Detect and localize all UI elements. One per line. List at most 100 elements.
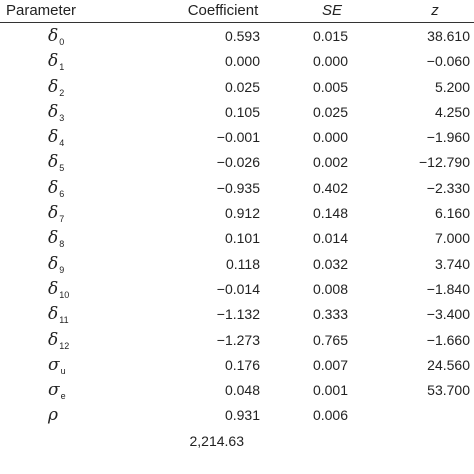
parameter-symbol: δ11 [48, 305, 88, 329]
parameter-symbol: σu [48, 356, 88, 380]
table-row: δ8 0.101 0.014 7.000 [0, 225, 474, 250]
table-row: δ2 0.025 0.005 5.200 [0, 74, 474, 99]
coefficient-cell: −0.001 [216, 129, 260, 146]
parameter-symbol: δ0 [48, 27, 88, 51]
parameter-symbol-main: δ [48, 304, 59, 325]
z-cell: 53.700 [427, 382, 470, 399]
parameter-symbol-main: δ [48, 203, 59, 224]
header-coefficient: Coefficient [187, 2, 259, 19]
z-cell: −1.960 [426, 129, 470, 146]
parameter-subscript: 10 [59, 289, 70, 300]
coefficient-cell: −0.026 [216, 154, 260, 171]
table-row: δ1 0.000 0.000 −0.060 [0, 48, 474, 73]
se-cell: 0.002 [312, 154, 348, 171]
coefficient-cell: 0.931 [224, 407, 260, 424]
parameter-subscript: 7 [59, 214, 65, 225]
z-cell: −1.840 [426, 280, 470, 297]
table-row: δ5 −0.026 0.002 −12.790 [0, 149, 474, 174]
se-cell: 0.402 [312, 179, 348, 196]
table-row: δ10 −0.014 0.008 −1.840 [0, 276, 474, 301]
parameter-subscript: 5 [59, 163, 65, 174]
parameter-symbol: δ3 [48, 103, 88, 127]
coefficient-cell: −0.935 [216, 179, 260, 196]
se-cell: 0.333 [312, 306, 348, 323]
header-rule [0, 22, 474, 23]
parameter-symbol: ρ [48, 406, 88, 430]
parameter-symbol-main: δ [48, 278, 59, 299]
coefficient-cell: 0.105 [224, 103, 260, 120]
z-cell: −0.060 [426, 53, 470, 70]
coefficient-cell: 0.118 [226, 255, 260, 272]
table-row: δ6 −0.935 0.402 −2.330 [0, 175, 474, 200]
parameter-symbol: δ2 [48, 78, 88, 102]
parameter-subscript: 11 [59, 315, 69, 326]
parameter-symbol-main: σ [48, 354, 60, 375]
parameter-symbol-main: δ [48, 329, 59, 350]
coefficient-cell: −1.132 [216, 306, 260, 323]
se-cell: 0.765 [312, 331, 348, 348]
parameter-symbol-main: δ [48, 228, 59, 249]
se-cell: 0.006 [312, 407, 348, 424]
parameter-symbol: δ1 [48, 52, 88, 76]
parameter-subscript: 8 [59, 239, 65, 250]
table-row: σe 0.048 0.001 53.700 [0, 377, 474, 402]
header-se: SE [321, 2, 342, 19]
z-cell: 3.740 [434, 255, 470, 272]
se-cell: 0.000 [312, 53, 348, 70]
table-row: 2,214.63 [0, 428, 474, 453]
parameter-symbol-main: δ [48, 152, 59, 173]
se-cell: 0.025 [312, 103, 348, 120]
parameter-symbol: δ7 [48, 204, 88, 228]
parameter-symbol-main: δ [48, 76, 59, 97]
z-cell: 24.560 [427, 356, 470, 373]
parameter-symbol-main: δ [48, 253, 59, 274]
parameter-subscript: u [60, 365, 66, 376]
coefficient-cell: 2,214.63 [189, 432, 245, 449]
table-row: δ11 −1.132 0.333 −3.400 [0, 301, 474, 326]
table-row: δ7 0.912 0.148 6.160 [0, 200, 474, 225]
table-row: δ0 0.593 0.015 38.610 [0, 23, 474, 48]
z-cell: 4.250 [434, 103, 470, 120]
parameter-symbol: δ4 [48, 128, 88, 152]
se-cell: 0.001 [312, 382, 348, 399]
se-cell: 0.032 [312, 255, 348, 272]
parameter-subscript: 9 [59, 264, 65, 275]
parameter-symbol-main: ρ [48, 405, 58, 426]
parameter-symbol: δ9 [48, 255, 88, 279]
se-cell: 0.015 [312, 28, 348, 44]
table-row: δ12 −1.273 0.765 −1.660 [0, 327, 474, 352]
parameter-symbol-main: σ [48, 380, 60, 401]
parameter-symbol: δ5 [48, 153, 88, 177]
z-cell: −1.660 [426, 331, 470, 348]
z-cell: −3.400 [426, 306, 470, 323]
table-header: Parameter Coefficient SE z [0, 0, 474, 22]
table-row: δ3 0.105 0.025 4.250 [0, 99, 474, 124]
se-cell: 0.005 [312, 78, 348, 95]
parameter-symbol: σe [48, 381, 88, 405]
z-cell: 5.200 [434, 78, 470, 95]
z-cell: 7.000 [434, 230, 470, 247]
parameter-symbol: δ10 [48, 280, 88, 304]
table-row: δ4 −0.001 0.000 −1.960 [0, 124, 474, 149]
table-row: δ9 0.118 0.032 3.740 [0, 251, 474, 276]
parameter-symbol-main: δ [48, 51, 59, 72]
parameter-symbol [48, 432, 88, 456]
coefficient-cell: 0.025 [224, 78, 260, 95]
parameter-subscript: e [60, 391, 66, 402]
parameter-subscript: 6 [59, 188, 65, 199]
table-body: δ0 0.593 0.015 38.610 δ1 0.000 0.000 −0.060 δ2 0.… [0, 23, 474, 453]
z-cell: −2.330 [426, 179, 470, 196]
parameter-symbol-main: δ [48, 26, 59, 46]
parameter-subscript: 3 [59, 112, 65, 123]
parameter-symbol: δ12 [48, 331, 88, 355]
coefficient-cell: 0.101 [224, 230, 260, 247]
parameter-subscript: 12 [59, 340, 70, 351]
parameter-subscript: 0 [59, 37, 65, 47]
parameter-symbol: δ6 [48, 179, 88, 203]
parameter-symbol-main: δ [48, 101, 59, 122]
coefficient-cell: 0.176 [224, 356, 260, 373]
coefficient-cell: −1.273 [216, 331, 260, 348]
coefficient-cell: −0.014 [216, 280, 260, 297]
table-row: σu 0.176 0.007 24.560 [0, 352, 474, 377]
